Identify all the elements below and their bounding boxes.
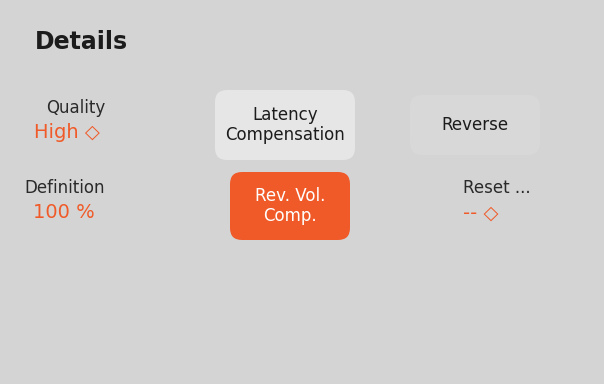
- Text: Reverse: Reverse: [442, 116, 509, 134]
- FancyBboxPatch shape: [215, 90, 355, 160]
- Text: Compensation: Compensation: [225, 126, 345, 144]
- FancyBboxPatch shape: [230, 172, 350, 240]
- Text: 100 %: 100 %: [33, 204, 95, 222]
- FancyBboxPatch shape: [410, 95, 540, 155]
- Text: Rev. Vol.: Rev. Vol.: [255, 187, 325, 205]
- Text: Comp.: Comp.: [263, 207, 317, 225]
- Text: -- ◇: -- ◇: [463, 204, 498, 222]
- Text: Latency: Latency: [252, 106, 318, 124]
- Text: Details: Details: [35, 30, 128, 54]
- Text: High ◇: High ◇: [34, 122, 100, 141]
- Text: Definition: Definition: [25, 179, 105, 197]
- Text: Quality: Quality: [46, 99, 105, 117]
- Text: Reset ...: Reset ...: [463, 179, 531, 197]
